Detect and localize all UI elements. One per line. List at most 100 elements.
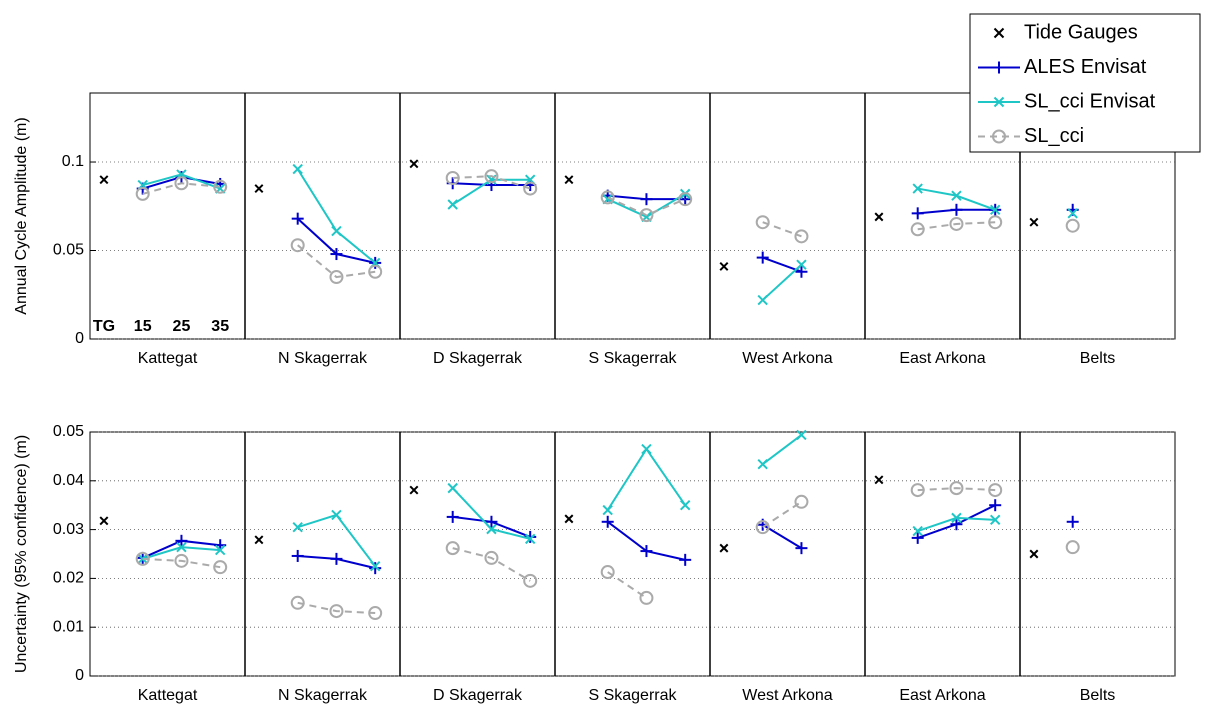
marker — [331, 509, 342, 521]
y-tick-label: 0.05 — [53, 242, 84, 259]
marker-stroke — [989, 514, 1001, 526]
marker — [911, 531, 924, 544]
marker-stroke — [988, 483, 1003, 498]
marker — [290, 238, 305, 253]
marker — [485, 515, 498, 528]
series-line — [607, 196, 686, 217]
subcategory-label: TG — [93, 318, 115, 335]
marker — [794, 229, 809, 244]
marker — [989, 204, 1001, 216]
marker-stroke — [993, 96, 1005, 108]
marker-stroke — [409, 485, 419, 495]
marker-stroke — [988, 215, 1003, 230]
marker — [640, 545, 653, 558]
y-axis-label: Uncertainty (95% confidence) (m) — [13, 435, 30, 673]
marker — [409, 485, 419, 495]
marker — [330, 552, 343, 565]
marker — [484, 550, 499, 565]
y-tick-label: 0.03 — [53, 521, 84, 538]
series-line — [917, 221, 996, 231]
marker-stroke — [99, 175, 109, 185]
marker — [796, 429, 807, 441]
legend-label: SL_cci Envisat — [1024, 90, 1156, 112]
marker-stroke — [639, 590, 654, 605]
marker-stroke — [254, 535, 264, 545]
marker — [795, 265, 808, 278]
marker — [757, 294, 768, 306]
marker-stroke — [484, 169, 499, 184]
marker — [290, 595, 305, 610]
marker — [329, 270, 344, 285]
marker — [796, 259, 807, 270]
marker-stroke — [912, 183, 923, 194]
marker-stroke — [176, 541, 187, 553]
marker — [874, 212, 884, 222]
marker — [330, 248, 343, 261]
marker-stroke — [99, 516, 109, 526]
marker — [175, 534, 188, 547]
y-tick-label: 0.02 — [53, 570, 84, 587]
series-line — [297, 244, 376, 279]
marker — [639, 208, 654, 223]
marker — [678, 192, 693, 207]
marker-stroke — [368, 606, 383, 621]
marker-stroke — [757, 459, 768, 470]
marker-stroke — [989, 204, 1001, 216]
marker — [993, 27, 1005, 39]
marker — [135, 551, 150, 566]
marker-stroke — [174, 176, 189, 191]
marker-stroke — [912, 525, 923, 537]
marker — [602, 504, 613, 516]
marker — [757, 459, 768, 470]
marker-stroke — [369, 560, 381, 572]
series-line — [452, 175, 531, 190]
marker — [254, 535, 264, 545]
marker-stroke — [796, 259, 807, 270]
x-tick-label: East Arkona — [899, 687, 985, 704]
marker — [176, 541, 187, 553]
marker-stroke — [331, 225, 342, 237]
marker-stroke — [794, 229, 809, 244]
marker — [369, 560, 381, 572]
marker-stroke — [484, 550, 499, 565]
subcategory-label: 15 — [134, 318, 152, 335]
marker — [254, 184, 264, 194]
subcategory-label: 25 — [173, 318, 191, 335]
marker — [99, 516, 109, 526]
marker-stroke — [874, 212, 884, 222]
marker — [446, 510, 459, 523]
subcategory-label: 35 — [211, 318, 229, 335]
marker — [950, 518, 963, 531]
marker — [409, 159, 419, 169]
marker — [755, 215, 770, 230]
marker-stroke — [523, 181, 538, 196]
marker — [329, 604, 344, 619]
series-line — [451, 487, 531, 540]
marker — [1029, 549, 1039, 559]
marker-stroke — [564, 514, 574, 524]
y-tick-label: 0.01 — [53, 618, 84, 635]
marker — [1029, 217, 1039, 227]
marker — [993, 96, 1005, 108]
marker-stroke — [254, 184, 264, 194]
marker-stroke — [290, 238, 305, 253]
marker-stroke — [1065, 218, 1080, 233]
x-tick-label: East Arkona — [899, 350, 985, 367]
marker-stroke — [331, 509, 342, 521]
marker — [447, 199, 458, 210]
y-tick-label: 0 — [75, 667, 84, 684]
x-tick-label: Kattegat — [138, 350, 198, 367]
marker — [601, 515, 614, 528]
marker-stroke — [213, 179, 228, 194]
x-tick-label: N Skagerrak — [278, 687, 368, 704]
marker — [484, 169, 499, 184]
marker — [949, 481, 964, 496]
marker-stroke — [949, 216, 964, 231]
marker — [911, 207, 924, 220]
marker-stroke — [135, 186, 150, 201]
series-line — [607, 571, 648, 599]
marker — [910, 222, 925, 237]
marker — [951, 512, 962, 524]
marker-stroke — [755, 520, 770, 535]
